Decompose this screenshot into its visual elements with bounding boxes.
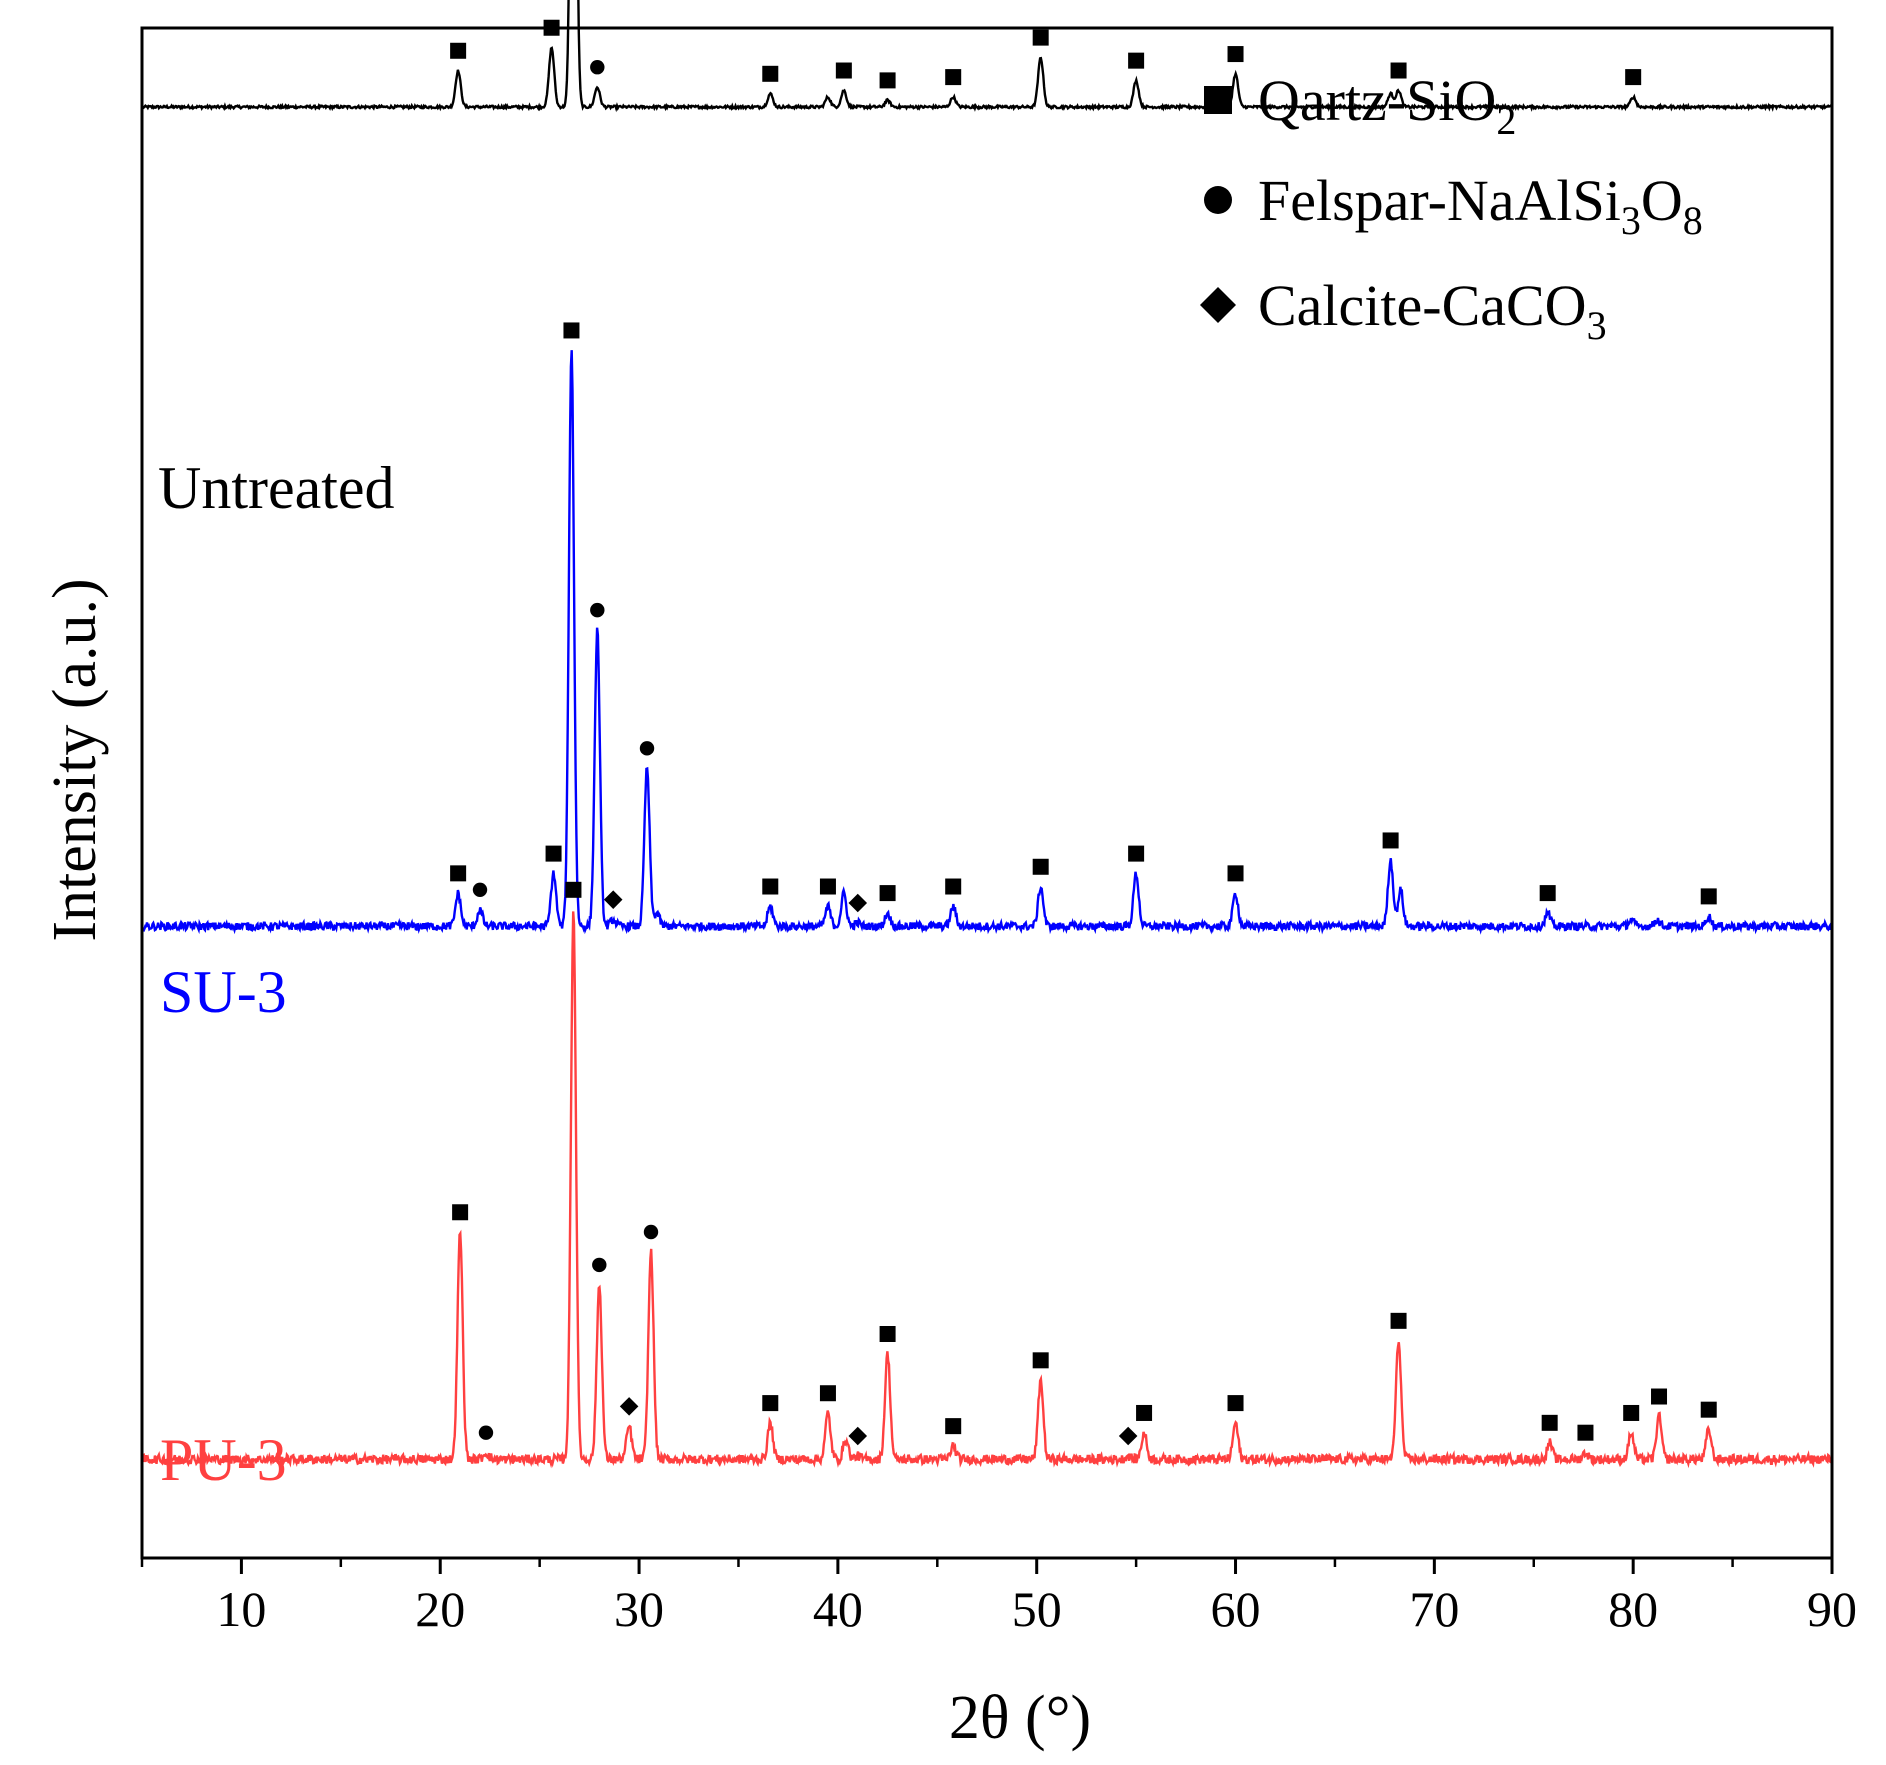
x-axis-title: 2θ (°) bbox=[949, 1684, 1091, 1752]
square-marker-untreated-13 bbox=[1390, 62, 1407, 79]
square-marker-untreated-11 bbox=[1227, 46, 1244, 63]
square-marker-pu-3-6 bbox=[762, 1395, 779, 1412]
square-marker-su-3-0 bbox=[450, 865, 467, 882]
legend-label-circle: Felspar-NaAlSi3O8 bbox=[1258, 168, 1703, 243]
circle-marker-su-3-6 bbox=[639, 741, 655, 756]
square-marker-pu-3-7 bbox=[819, 1385, 836, 1402]
square-marker-su-3-19 bbox=[1539, 885, 1556, 902]
square-marker-untreated-0 bbox=[450, 42, 467, 59]
legend-entry-diamond: Calcite-CaCO3 bbox=[1200, 273, 1607, 348]
square-marker-pu-3-18 bbox=[1577, 1424, 1594, 1441]
square-marker-pu-3-15 bbox=[1227, 1395, 1244, 1412]
square-marker-untreated-9 bbox=[1032, 29, 1049, 46]
circle-marker-pu-3-1 bbox=[478, 1425, 494, 1440]
square-marker-su-3-14 bbox=[1032, 858, 1049, 875]
series-line-pu-3 bbox=[142, 911, 1833, 1469]
square-marker-pu-3-0 bbox=[452, 1204, 469, 1221]
square-marker-untreated-14 bbox=[1625, 69, 1642, 86]
series-line-untreated bbox=[142, 0, 1833, 113]
square-marker-su-3-15 bbox=[1128, 845, 1145, 862]
circle-marker-untreated-3 bbox=[590, 60, 605, 75]
square-marker-untreated-10 bbox=[1128, 52, 1145, 69]
x-tick-label-50: 50 bbox=[1012, 1581, 1062, 1637]
circle-marker-pu-3-3 bbox=[592, 1257, 607, 1273]
square-marker-su-3-22 bbox=[1700, 888, 1717, 905]
diamond-marker-su-3-4 bbox=[603, 890, 623, 909]
circle-marker-su-3-5 bbox=[590, 602, 605, 618]
legend-diamond-marker bbox=[1200, 287, 1236, 323]
square-marker-untreated-4 bbox=[762, 65, 779, 82]
circle-marker-pu-3-5 bbox=[643, 1224, 659, 1240]
phase-markers bbox=[450, 19, 1717, 1446]
legend-square-marker bbox=[1204, 86, 1232, 114]
square-marker-su-3-8 bbox=[762, 878, 779, 895]
diamond-marker-pu-3-13 bbox=[1118, 1426, 1138, 1446]
square-marker-pu-3-21 bbox=[1700, 1401, 1717, 1418]
square-marker-untreated-6 bbox=[835, 62, 852, 79]
x-tick-label-40: 40 bbox=[813, 1581, 863, 1637]
diamond-marker-pu-3-9 bbox=[848, 1426, 868, 1446]
square-marker-su-3-17 bbox=[1382, 832, 1399, 849]
square-marker-pu-3-12 bbox=[1032, 1352, 1049, 1369]
square-marker-pu-3-16 bbox=[1390, 1312, 1407, 1329]
series-line-su-3 bbox=[142, 350, 1833, 935]
square-marker-pu-3-19 bbox=[1623, 1404, 1640, 1421]
x-tick-label-30: 30 bbox=[614, 1581, 664, 1637]
square-marker-su-3-13 bbox=[945, 878, 962, 895]
series-labels: Untreated SU-3 PU-3 bbox=[158, 455, 395, 1493]
plot-frame bbox=[140, 26, 1834, 1560]
legend-entry-circle: Felspar-NaAlSi3O8 bbox=[1204, 168, 1703, 243]
series-label-su-3: SU-3 bbox=[160, 959, 287, 1025]
square-marker-pu-3-14 bbox=[1136, 1404, 1153, 1421]
legend: Qartz-SiO2 Felspar-NaAlSi3O8 Calcite-CaCO3 bbox=[1200, 68, 1703, 348]
x-tick-label-60: 60 bbox=[1211, 1581, 1261, 1637]
x-tick-label-10: 10 bbox=[216, 1581, 266, 1637]
square-marker-untreated-7 bbox=[879, 72, 896, 89]
x-tick-label-90: 90 bbox=[1807, 1581, 1857, 1637]
square-marker-pu-3-17 bbox=[1541, 1414, 1558, 1431]
square-marker-su-3-12 bbox=[879, 885, 896, 902]
legend-entry-square: Qartz-SiO2 bbox=[1204, 68, 1516, 143]
legend-label-diamond: Calcite-CaCO3 bbox=[1258, 273, 1607, 348]
square-marker-su-3-9 bbox=[819, 878, 836, 895]
legend-circle-marker bbox=[1204, 186, 1232, 214]
square-marker-su-3-16 bbox=[1227, 865, 1244, 882]
diamond-marker-pu-3-4 bbox=[619, 1397, 639, 1416]
square-marker-su-3-3 bbox=[563, 322, 580, 339]
plot-area bbox=[142, 0, 1833, 1469]
series-label-pu-3: PU-3 bbox=[160, 1427, 287, 1493]
square-marker-untreated-8 bbox=[945, 69, 962, 86]
axes: 10 20 30 40 50 60 70 80 90 bbox=[140, 26, 1857, 1637]
x-tick-label-80: 80 bbox=[1608, 1581, 1658, 1637]
circle-marker-su-3-1 bbox=[472, 882, 488, 898]
square-marker-pu-3-11 bbox=[945, 1418, 962, 1435]
diamond-marker-su-3-11 bbox=[848, 893, 868, 913]
x-tick-label-70: 70 bbox=[1409, 1581, 1459, 1637]
y-axis-title: Intensity (a.u.) bbox=[41, 578, 109, 941]
series-label-untreated: Untreated bbox=[158, 455, 395, 521]
x-tick-label-20: 20 bbox=[415, 1581, 465, 1637]
square-marker-pu-3-10 bbox=[879, 1326, 896, 1342]
square-marker-pu-3-2 bbox=[565, 881, 582, 898]
legend-label-square: Qartz-SiO2 bbox=[1258, 68, 1516, 143]
square-marker-su-3-2 bbox=[545, 845, 562, 862]
square-marker-pu-3-20 bbox=[1651, 1388, 1668, 1405]
